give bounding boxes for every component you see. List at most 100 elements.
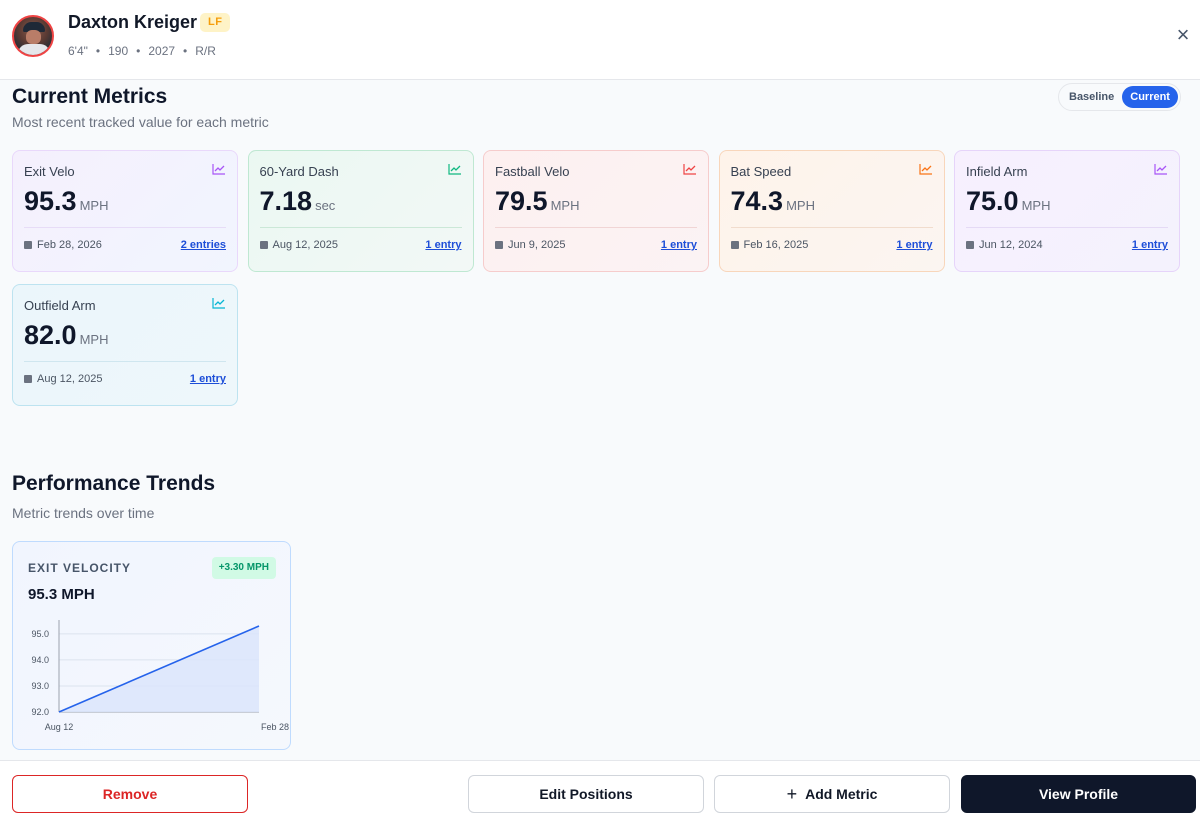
metric-card[interactable]: Exit Velo 95.3 MPH Feb 28, 2026 2 entries [12,150,238,272]
metric-date: Feb 28, 2026 [24,239,102,251]
view-profile-button[interactable]: View Profile [961,775,1196,813]
divider [495,227,697,228]
trend-icon [212,298,225,309]
close-icon[interactable]: × [1176,22,1190,47]
separator: • [95,44,101,58]
y-tick-label: 93.0 [31,681,49,691]
bats-throws: R/R [195,44,216,58]
add-metric-button[interactable]: + Add Metric [714,775,950,813]
player-header: Daxton Kreiger LF 6'4" • 190 • 2027 • R/… [0,0,1200,80]
metric-date-text: Jun 9, 2025 [508,239,566,251]
exit-velocity-trend-card[interactable]: EXIT VELOCITY +3.30 MPH 95.3 MPH 95.0 94.… [12,541,291,750]
metric-card[interactable]: Fastball Velo 79.5 MPH Jun 9, 2025 1 entry [483,150,709,272]
player-name: Daxton Kreiger [68,12,198,32]
metric-label: Outfield Arm [24,298,96,313]
x-tick-label: Feb 28 [261,722,289,732]
current-metrics-title: Current Metrics [12,85,168,108]
divider [966,227,1168,228]
metric-number: 82.0 [24,320,77,350]
metric-number: 74.3 [730,186,784,216]
metric-entries-link[interactable]: 2 entries [180,239,226,251]
edit-positions-button[interactable]: Edit Positions [468,775,704,813]
separator: • [136,44,141,58]
metric-label: Bat Speed [730,164,792,179]
metric-value: 79.5 MPH [495,186,579,217]
metric-value: 7.18 sec [260,186,336,217]
trend-chart: 95.0 94.0 93.0 92.0 Aug 12 Feb 28 [31,620,289,732]
calendar-icon [259,241,268,249]
metric-entries-link[interactable]: 1 entry [660,239,697,251]
metric-date-text: Jun 12, 2024 [979,239,1043,251]
metric-unit: MPH [550,198,580,213]
metric-number: 79.5 [495,186,548,216]
plus-icon: + [786,784,798,804]
chart-current-value: 95.3 MPH [28,586,95,603]
divider [24,361,226,362]
trend-icon [683,164,696,175]
calendar-icon [495,241,503,249]
avatar [12,15,54,57]
metric-unit: MPH [1021,198,1051,213]
toggle-baseline[interactable]: Baseline [1069,91,1115,103]
metric-number: 95.3 [24,186,77,216]
metric-value: 82.0 MPH [24,320,108,351]
metric-label: Infield Arm [966,164,1028,179]
baseline-current-toggle: Baseline Current [1058,83,1181,111]
metric-value: 75.0 MPH [966,186,1050,217]
chart-label: EXIT VELOCITY [28,561,132,575]
metric-entries-link[interactable]: 1 entry [425,239,462,251]
metric-date-text: Feb 28, 2026 [37,239,102,251]
metric-card[interactable]: Bat Speed 74.3 MPH Feb 16, 2025 1 entry [718,150,945,272]
player-meta: 6'4" • 190 • 2027 • R/R [68,44,216,58]
divider [24,227,226,228]
metric-value: 74.3 MPH [731,186,815,217]
metric-unit: sec [315,198,336,213]
trend-icon [1154,164,1167,175]
metric-label: 60-Yard Dash [259,164,339,179]
metric-date: Aug 12, 2025 [24,373,102,385]
y-tick-label: 95.0 [31,629,49,639]
metric-value: 95.3 MPH [24,186,108,217]
metric-date-text: Aug 12, 2025 [272,239,338,251]
calendar-icon [730,241,739,249]
metric-unit: MPH [79,198,109,213]
x-tick-label: Aug 12 [45,722,74,732]
metric-card[interactable]: Infield Arm 75.0 MPH Jun 12, 2024 1 entry [954,150,1180,272]
metric-unit: MPH [786,198,815,213]
trend-icon [918,164,932,175]
metric-card[interactable]: 60-Yard Dash 7.18 sec Aug 12, 2025 1 entry [247,150,474,272]
chart-delta-badge: +3.30 MPH [211,557,276,579]
trend-icon [447,164,461,175]
series-line [58,625,260,713]
current-metrics-subtitle: Most recent tracked value for each metri… [12,114,269,130]
metric-number: 7.18 [259,186,313,216]
divider [259,227,462,228]
toggle-current[interactable]: Current [1122,86,1178,108]
weight: 190 [108,44,129,58]
metric-unit: MPH [79,332,109,347]
metric-entries-link[interactable]: 1 entry [896,239,933,251]
metric-date: Jun 12, 2024 [966,239,1043,251]
metric-entries-link[interactable]: 1 entry [189,373,226,385]
calendar-icon [24,241,32,249]
add-metric-label: Add Metric [805,786,878,802]
separator: • [183,44,188,58]
calendar-icon [24,375,32,383]
metric-entries-link[interactable]: 1 entry [1131,239,1168,251]
divider [730,227,933,228]
grad-year: 2027 [148,44,176,58]
metric-date-text: Aug 12, 2025 [37,373,103,385]
y-tick-label: 94.0 [31,655,49,665]
calendar-icon [966,241,974,249]
performance-trends-subtitle: Metric trends over time [12,505,155,521]
metric-date: Feb 16, 2025 [730,239,809,251]
metric-date: Aug 12, 2025 [259,239,338,251]
remove-button[interactable]: Remove [12,775,248,813]
metric-card[interactable]: Outfield Arm 82.0 MPH Aug 12, 2025 1 entry [12,284,238,406]
metric-date-text: Feb 16, 2025 [743,239,809,251]
height: 6'4" [68,44,88,58]
trend-icon [212,164,225,175]
metric-label: Fastball Velo [495,164,570,179]
metric-label: Exit Velo [24,164,75,179]
metric-number: 75.0 [966,186,1019,216]
